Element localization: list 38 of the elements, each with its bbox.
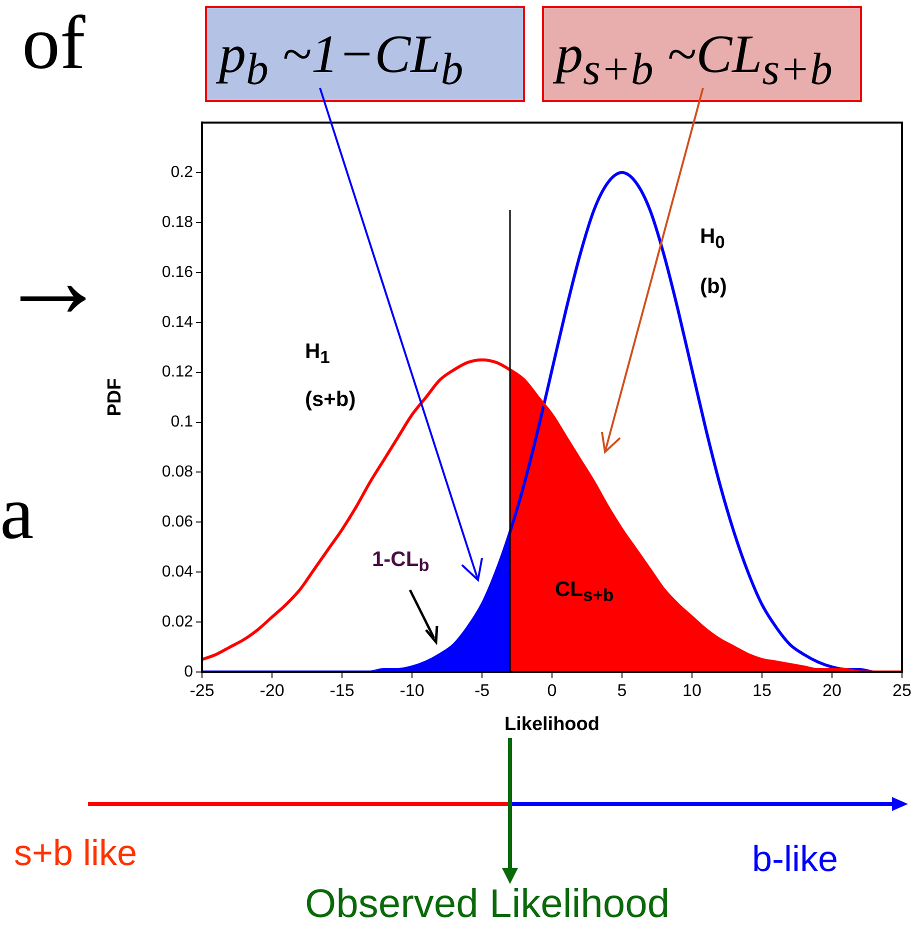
x-axis-title: Likelihood bbox=[504, 714, 600, 735]
text: s+b like bbox=[14, 832, 138, 874]
annotation: H$_{0}$ bbox=[700, 225, 725, 254]
text: of bbox=[22, 0, 86, 87]
y-tick-label: 0 bbox=[184, 663, 194, 680]
x-tick-label: -15 bbox=[330, 680, 354, 700]
y-axis-title: PDF bbox=[104, 378, 126, 416]
x-tick-label: 20 bbox=[822, 680, 842, 700]
y-tick-label: 0.04 bbox=[162, 564, 194, 581]
text: Observed Likelihood bbox=[305, 882, 670, 927]
x-tick-label: 0 bbox=[547, 680, 557, 700]
x-tick-label: 10 bbox=[682, 680, 702, 700]
text: p$_{b}$ ~1−CL$_{b}$ bbox=[205, 6, 525, 102]
annotation: (s+b) bbox=[305, 388, 356, 412]
y-tick-label: 0.14 bbox=[162, 314, 194, 331]
x-tick-label: -5 bbox=[474, 680, 490, 700]
annotation: 1-CL$_{b}$ bbox=[372, 548, 430, 576]
text: p$_{s+b}$ ~CL$_{s+b}$ bbox=[542, 6, 862, 102]
text: b-like bbox=[752, 838, 838, 880]
y-tick-label: 0.2 bbox=[170, 164, 194, 181]
annotation: CL$_{s+b}$ bbox=[555, 578, 614, 606]
annotation: (b) bbox=[700, 275, 727, 299]
y-tick-label: 0.06 bbox=[162, 514, 194, 531]
x-tick-label: -10 bbox=[400, 680, 424, 700]
y-tick-label: 0.18 bbox=[162, 214, 194, 231]
x-tick-label: -20 bbox=[260, 680, 284, 700]
text: a bbox=[0, 470, 34, 557]
y-tick-label: 0.02 bbox=[162, 613, 194, 630]
y-tick-label: 0.08 bbox=[162, 464, 194, 481]
y-tick-label: 0.12 bbox=[162, 364, 194, 381]
x-tick-label: 15 bbox=[752, 680, 772, 700]
x-tick-label: 25 bbox=[892, 680, 912, 700]
x-tick-label: 5 bbox=[617, 680, 627, 700]
x-tick-label: -25 bbox=[190, 680, 214, 700]
y-tick-label: 0.1 bbox=[170, 414, 194, 431]
text: → bbox=[0, 218, 108, 343]
y-tick-label: 0.16 bbox=[162, 264, 194, 281]
annotation: H$_{1}$ bbox=[305, 340, 330, 368]
